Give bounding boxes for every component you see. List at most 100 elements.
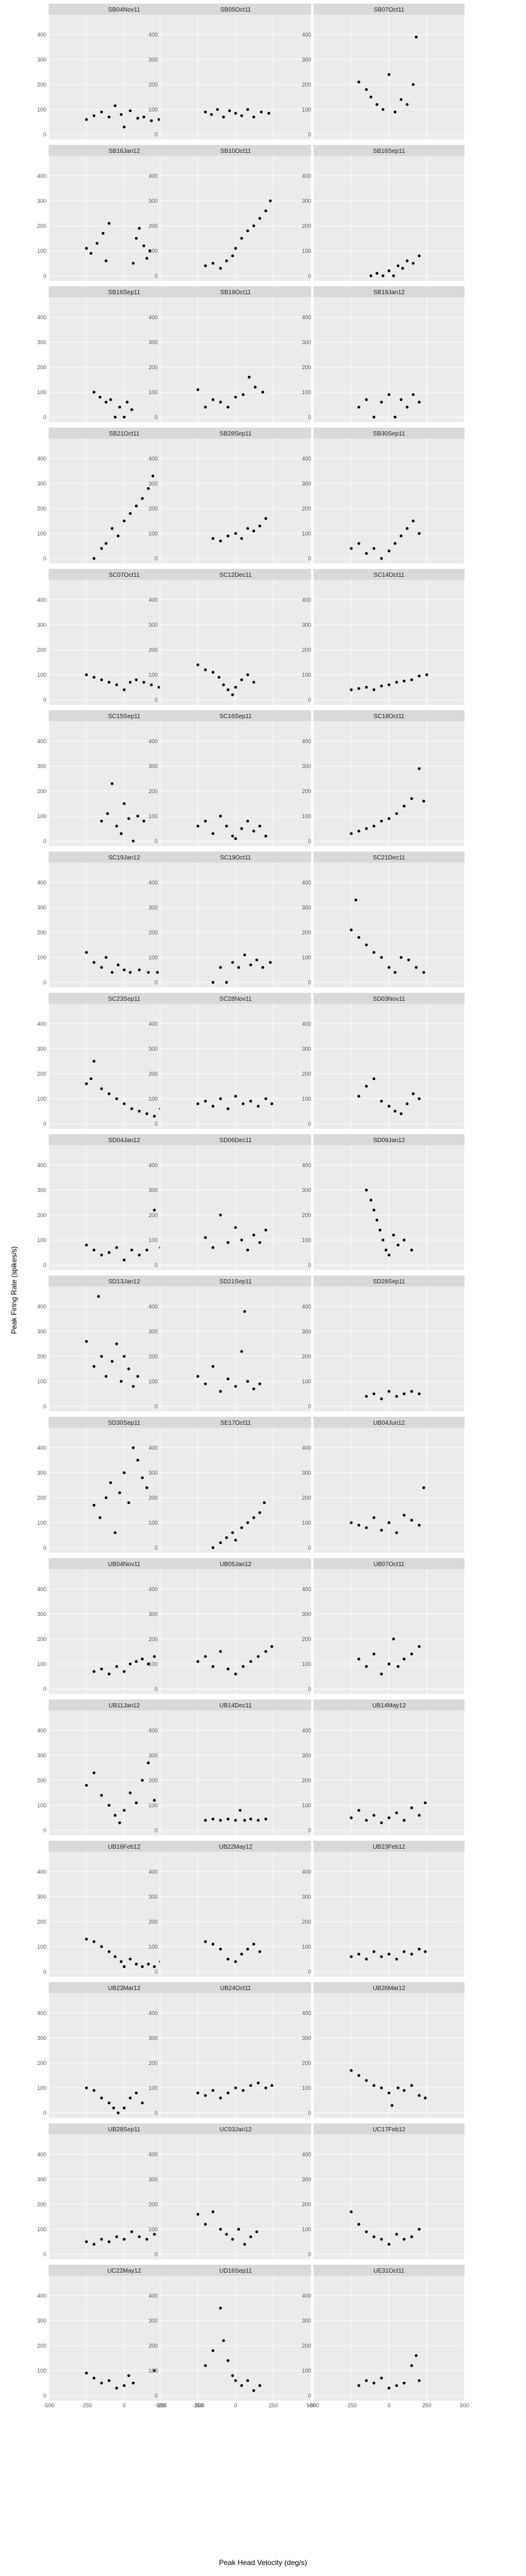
data-point xyxy=(211,832,215,835)
data-point xyxy=(372,1209,376,1212)
facet-panel: UC03Jan12 0 100 200 300 400 xyxy=(149,2123,312,2259)
data-point xyxy=(399,1112,403,1115)
data-point xyxy=(122,125,126,129)
data-point xyxy=(228,109,231,113)
data-point xyxy=(390,2104,394,2107)
data-point xyxy=(204,1655,207,1658)
data-point xyxy=(418,532,421,535)
data-point xyxy=(141,2101,144,2105)
data-point xyxy=(93,1771,96,1774)
data-point xyxy=(258,524,261,528)
data-point xyxy=(387,1662,391,1666)
data-point xyxy=(113,1531,117,1534)
facet-panel: UB22May12 0 100 200 300 400 xyxy=(149,1841,312,1977)
facet-panel: UB23Feb12 0 100 200 300 400 xyxy=(302,1841,465,1977)
facet-strip xyxy=(160,1134,311,1145)
data-point xyxy=(225,824,228,828)
data-point xyxy=(132,1385,135,1388)
facet-strip-label: SB16Sep11 xyxy=(108,289,141,296)
data-point xyxy=(410,678,413,682)
data-point xyxy=(380,684,383,688)
x-tick-label: -250 xyxy=(192,2402,203,2408)
data-point xyxy=(101,231,105,235)
data-point xyxy=(357,936,360,939)
data-point xyxy=(393,971,397,974)
data-point xyxy=(122,415,126,419)
data-point xyxy=(246,1248,250,1252)
data-point xyxy=(234,395,237,399)
y-tick-label: 300 xyxy=(149,1329,158,1335)
data-point xyxy=(222,2339,225,2342)
y-tick-label: 0 xyxy=(308,979,311,986)
y-tick-label: 300 xyxy=(37,2318,46,2324)
data-point xyxy=(357,1095,360,1098)
y-tick-label: 100 xyxy=(37,248,46,254)
data-point xyxy=(372,2382,376,2385)
data-point xyxy=(104,259,108,263)
x-tick-label: 0 xyxy=(234,2402,237,2408)
data-point xyxy=(122,1670,126,1673)
y-tick-label: 0 xyxy=(155,697,158,703)
data-point xyxy=(211,537,215,540)
data-point xyxy=(264,2086,267,2090)
y-tick-label: 0 xyxy=(308,1686,311,1692)
facet-panel: SC19Oct11 0 100 200 300 400 xyxy=(149,852,312,987)
data-point xyxy=(204,1819,207,1822)
data-point xyxy=(122,2384,126,2387)
data-point xyxy=(100,965,103,969)
y-tick-label: 300 xyxy=(37,763,46,769)
facet-panel: UB07Oct11 0 100 200 300 400 xyxy=(302,1558,465,1694)
y-tick-label: 0 xyxy=(308,1121,311,1127)
y-tick-label: 0 xyxy=(308,1403,311,1410)
x-tick-label: 500 xyxy=(460,2402,469,2408)
data-point xyxy=(369,96,373,99)
data-point xyxy=(118,406,121,409)
data-point xyxy=(387,1816,391,1819)
data-point xyxy=(153,2369,156,2373)
data-point xyxy=(270,1102,273,1106)
facet-strip-label: UB28Sep11 xyxy=(108,2126,141,2133)
facet-strip-label: SB10Oct11 xyxy=(220,148,251,155)
data-point xyxy=(93,2089,96,2092)
facet-strip-label: SB07Oct11 xyxy=(374,7,405,13)
data-point xyxy=(219,1541,222,1544)
y-tick-label: 0 xyxy=(155,838,158,844)
data-point xyxy=(85,673,88,677)
data-point xyxy=(141,1965,144,1968)
data-point xyxy=(145,2237,149,2241)
data-point xyxy=(231,961,234,964)
y-tick-label: 300 xyxy=(37,2035,46,2041)
y-tick-label: 0 xyxy=(43,1686,46,1692)
data-point xyxy=(226,406,230,409)
x-tick-label: 250 xyxy=(268,2402,278,2408)
data-point xyxy=(249,1660,253,1663)
data-point xyxy=(418,400,421,404)
y-tick-label: 400 xyxy=(302,314,311,320)
facet-strip-label: UB18Feb12 xyxy=(108,1844,141,1851)
data-point xyxy=(393,110,397,114)
data-point xyxy=(372,688,376,691)
facet-strip-label: SC28Nov11 xyxy=(219,996,252,1003)
facet-strip xyxy=(314,2265,465,2276)
data-point xyxy=(256,1819,260,1822)
y-tick-label: 400 xyxy=(302,597,311,603)
data-point xyxy=(211,981,215,984)
y-tick-label: 100 xyxy=(302,1661,311,1667)
y-tick-label: 400 xyxy=(37,1869,46,1875)
y-tick-label: 100 xyxy=(149,1096,158,1102)
data-point xyxy=(372,1950,376,1953)
data-point xyxy=(380,1397,383,1400)
y-tick-label: 200 xyxy=(37,2343,46,2349)
y-tick-label: 400 xyxy=(149,1021,158,1027)
data-point xyxy=(122,1102,126,1106)
data-point xyxy=(110,782,114,785)
y-tick-label: 400 xyxy=(149,1304,158,1310)
facet-strip-label: SB30Sep11 xyxy=(373,431,405,437)
data-point xyxy=(145,1112,149,1115)
data-point xyxy=(226,1377,230,1380)
y-tick-label: 200 xyxy=(149,2201,158,2207)
y-tick-label: 200 xyxy=(302,2343,311,2349)
data-point xyxy=(135,237,138,240)
data-point xyxy=(365,827,368,830)
data-point xyxy=(141,497,144,500)
